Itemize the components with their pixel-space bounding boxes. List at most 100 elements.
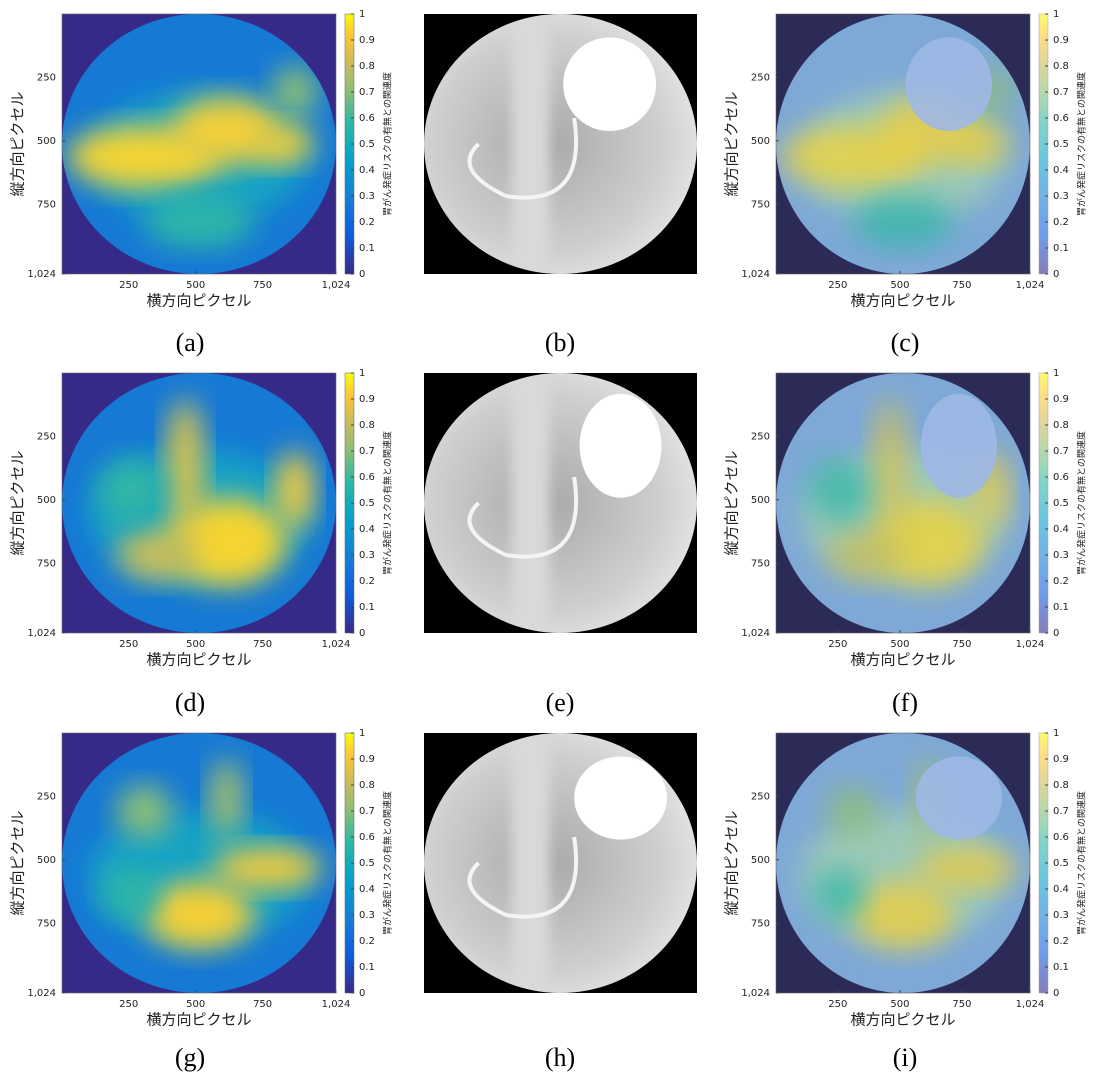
colorbar-tick-label: 0.3 <box>1053 910 1069 921</box>
y-axis-label: 縦方向ピクセル <box>723 91 741 196</box>
colorbar-tick-label: 0.6 <box>1053 472 1069 483</box>
x-tick-label: 750 <box>952 639 971 650</box>
stomach <box>580 394 662 498</box>
spine <box>511 373 549 633</box>
colorbar-tick-label: 0.1 <box>359 602 375 613</box>
colorbar-tick-label: 0.2 <box>359 576 375 587</box>
x-tick-label: 1,024 <box>1016 999 1045 1010</box>
panel-caption: (b) <box>545 328 575 357</box>
colorbar-tick-label: 1 <box>1053 9 1059 20</box>
colorbar-tick-label: 0.9 <box>1053 394 1069 405</box>
y-tick-label: 250 <box>751 431 770 442</box>
colorbar-tick-label: 0.4 <box>359 884 375 895</box>
colorbar-tick-label: 1 <box>359 728 365 739</box>
heatmap-image <box>776 14 1030 274</box>
colorbar-tick-label: 0.9 <box>359 35 375 46</box>
colorbar-tick-label: 0.8 <box>359 780 375 791</box>
spine <box>511 14 549 274</box>
x-tick-label: 1,024 <box>1016 639 1045 650</box>
colorbar-tick-label: 0.5 <box>359 139 375 150</box>
colorbar-tick-label: 0.7 <box>359 87 375 98</box>
heatmap-blob <box>916 847 1018 889</box>
colorbar-label: 胃がん発症リスクの有無との関連度 <box>382 431 394 575</box>
x-tick-label: 500 <box>890 639 909 650</box>
x-tick-label: 750 <box>952 280 971 291</box>
xray-image <box>424 14 697 274</box>
colorbar-tick-label: 0.2 <box>1053 936 1069 947</box>
x-axis-label: 横方向ピクセル <box>850 292 955 310</box>
heatmap-blob <box>809 459 870 521</box>
y-tick-label: 1,024 <box>27 269 56 280</box>
x-axis-label: 横方向ピクセル <box>850 651 955 669</box>
colorbar-tick-label: 0.8 <box>1053 420 1069 431</box>
y-axis-label: 縦方向ピクセル <box>9 810 27 915</box>
colorbar-tick-label: 0 <box>1053 628 1059 639</box>
colorbar-tick-label: 0.6 <box>359 113 375 124</box>
x-axis-label: 横方向ピクセル <box>146 1011 251 1029</box>
colorbar-tick-label: 0.2 <box>1053 576 1069 587</box>
y-tick-label: 750 <box>751 199 770 210</box>
heatmap-blob <box>98 459 164 521</box>
heatmap-blob <box>144 196 254 248</box>
colorbar-tick-label: 0.1 <box>359 243 375 254</box>
heatmap-blob <box>873 399 909 529</box>
heatmap-blob <box>117 529 199 581</box>
heatmap-blob <box>144 881 254 949</box>
stomach-overlay <box>916 756 1002 839</box>
x-tick-label: 750 <box>253 639 272 650</box>
colorbar-tick-label: 0.7 <box>1053 806 1069 817</box>
xray-image <box>424 733 697 993</box>
colorbar-tick-label: 0 <box>1053 269 1059 280</box>
panel-caption: (c) <box>891 328 920 357</box>
colorbar-tick-label: 0.1 <box>1053 602 1069 613</box>
colorbar-label: 胃がん発症リスクの有無との関連度 <box>1076 791 1088 935</box>
colorbar-tick-label: 0.3 <box>359 550 375 561</box>
y-axis-label: 縦方向ピクセル <box>9 91 27 196</box>
y-tick-label: 500 <box>751 495 770 506</box>
page: {"figure": { "x_label": "横方向ピクセル", "y_la… <box>0 0 1103 1082</box>
colorbar-tick-label: 0.1 <box>359 962 375 973</box>
colorbar-label: 胃がん発症リスクの有無との関連度 <box>1076 72 1088 216</box>
heatmap-blob <box>852 881 954 949</box>
y-tick-label: 750 <box>751 558 770 569</box>
heatmap-blob <box>827 529 903 581</box>
stomach-overlay <box>906 37 992 131</box>
colorbar-tick-label: 0.4 <box>1053 524 1069 535</box>
colorbar-tick-label: 0.4 <box>359 524 375 535</box>
x-tick-label: 1,024 <box>322 280 351 291</box>
heatmap-blob <box>827 785 878 837</box>
heatmap-image <box>776 373 1030 633</box>
xray-image <box>424 373 697 633</box>
x-tick-label: 750 <box>952 999 971 1010</box>
x-tick-label: 500 <box>890 999 909 1010</box>
heatmap-blob <box>213 847 323 889</box>
colorbar-tick-label: 1 <box>359 368 365 379</box>
colorbar-tick-label: 0.5 <box>359 858 375 869</box>
y-tick-label: 250 <box>751 791 770 802</box>
x-tick-label: 500 <box>890 280 909 291</box>
panel-caption: (h) <box>545 1043 575 1072</box>
y-axis-label: 縦方向ピクセル <box>723 450 741 555</box>
y-tick-label: 1,024 <box>27 628 56 639</box>
colorbar-tick-label: 0.7 <box>1053 87 1069 98</box>
y-tick-label: 500 <box>751 136 770 147</box>
colorbar-tick-label: 0.8 <box>1053 61 1069 72</box>
x-tick-label: 750 <box>253 999 272 1010</box>
colorbar-tick-label: 0.1 <box>1053 962 1069 973</box>
y-tick-label: 1,024 <box>741 628 770 639</box>
xray-body <box>424 14 697 274</box>
y-axis-label: 縦方向ピクセル <box>723 810 741 915</box>
panel-caption: (e) <box>546 688 575 717</box>
y-tick-label: 250 <box>37 431 56 442</box>
panel: (h) <box>424 733 697 1072</box>
x-axis-label: 横方向ピクセル <box>146 292 251 310</box>
heatmap-blob <box>273 66 317 118</box>
colorbar-tick-label: 0.9 <box>1053 35 1069 46</box>
heatmap-image <box>776 733 1030 993</box>
x-tick-label: 250 <box>828 280 847 291</box>
colorbar-tick-label: 0.4 <box>1053 165 1069 176</box>
colorbar-tick-label: 0.8 <box>359 420 375 431</box>
y-tick-label: 250 <box>37 791 56 802</box>
